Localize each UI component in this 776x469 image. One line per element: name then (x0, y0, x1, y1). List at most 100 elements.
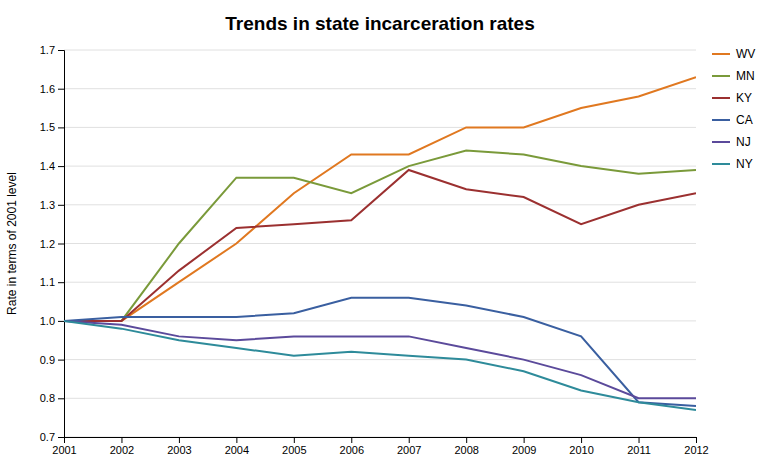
tick-label: 2011 (627, 444, 651, 456)
legend-item: MN (712, 69, 755, 83)
tick: 2003 (167, 437, 191, 456)
tick-label: 1.2 (40, 238, 55, 250)
axis-line (58, 51, 65, 438)
tick-mark (696, 437, 697, 443)
chart: 2001 2002 2003 2004 2005 2006 2007 2008 2009 2010… (0, 0, 776, 469)
tick-label: 2001 (52, 444, 76, 456)
tick-label: 1.7 (40, 44, 55, 56)
x-axis: 2001 2002 2003 2004 2005 2006 2007 2008 2009 2010… (52, 437, 708, 456)
tick: 2002 (110, 437, 134, 456)
tick-label: 1.3 (40, 199, 55, 211)
tick-mark (58, 166, 64, 167)
tick-label: 2006 (340, 444, 364, 456)
legend-item: NJ (712, 135, 751, 149)
tick-mark (58, 282, 64, 283)
grid-line (64, 166, 696, 167)
tick: 2001 (52, 437, 76, 456)
tick-mark (236, 437, 237, 443)
tick-mark (58, 205, 64, 206)
tick-label: 0.9 (40, 354, 55, 366)
series-line (64, 77, 696, 321)
plot: 2001 2002 2003 2004 2005 2006 2007 2008 2009 2010… (40, 44, 709, 456)
legend-label: KY (736, 91, 752, 105)
tick-mark (58, 321, 64, 322)
axis-line (65, 438, 697, 444)
legend-item: NY (712, 157, 753, 171)
tick-mark (524, 437, 525, 443)
tick: 0.9 (40, 354, 64, 366)
tick-mark (58, 437, 64, 438)
series-line (64, 151, 696, 321)
tick-mark (409, 437, 410, 443)
tick-mark (581, 437, 582, 443)
legend-swatch (712, 163, 730, 165)
tick: 2011 (627, 437, 651, 456)
tick-label: 2010 (569, 444, 593, 456)
tick-label: 1.4 (40, 160, 55, 172)
tick: 2008 (454, 437, 478, 456)
y-axis: 0.7 0.8 0.9 1.0 1.1 1.2 1.3 1.4 1.5 1.6 1.7 (40, 44, 65, 443)
tick-mark (58, 398, 64, 399)
series-line (64, 321, 696, 410)
tick: 1.5 (40, 121, 64, 133)
legend-item: WV (712, 47, 755, 61)
tick-mark (294, 437, 295, 443)
series-line (64, 298, 696, 406)
tick-mark (58, 244, 64, 245)
tick-label: 1.0 (40, 315, 55, 327)
tick-label: 0.8 (40, 392, 55, 404)
grid (64, 50, 696, 437)
lines (64, 77, 696, 410)
tick-mark (639, 437, 640, 443)
tick-label: 2004 (225, 444, 249, 456)
tick-label: 2005 (282, 444, 306, 456)
legend-item: CA (712, 113, 753, 127)
tick-mark (179, 437, 180, 443)
grid-line (64, 282, 696, 283)
tick: 1.7 (40, 44, 64, 56)
legend-label: MN (736, 69, 755, 83)
tick: 2007 (397, 437, 421, 456)
tick-label: 2009 (512, 444, 536, 456)
tick-mark (351, 437, 352, 443)
grid-line (64, 50, 696, 51)
grid-line (64, 320, 696, 321)
tick-mark (58, 89, 64, 90)
legend-swatch (712, 53, 730, 55)
tick: 0.8 (40, 392, 64, 404)
tick-label: 0.7 (40, 431, 55, 443)
tick-label: 1.6 (40, 83, 55, 95)
legend-item: KY (712, 91, 752, 105)
tick: 2010 (569, 437, 593, 456)
grid-line (64, 127, 696, 128)
tick: 1.6 (40, 83, 64, 95)
legend-label: NY (736, 157, 753, 171)
grid-line (64, 88, 696, 89)
tick: 1.1 (40, 276, 64, 288)
tick-label: 2008 (454, 444, 478, 456)
legend: WV MN KY CA NJ NY (712, 47, 755, 171)
grid-line (64, 243, 696, 244)
tick: 1.0 (40, 315, 64, 327)
tick: 1.2 (40, 238, 64, 250)
tick-mark (58, 360, 64, 361)
tick-label: 2002 (110, 444, 134, 456)
title: Trends in state incarceration rates (225, 13, 534, 34)
tick: 1.4 (40, 160, 64, 172)
legend-swatch (712, 97, 730, 99)
legend-label: WV (736, 47, 755, 61)
legend-swatch (712, 119, 730, 121)
tick: 2006 (340, 437, 364, 456)
tick-mark (466, 437, 467, 443)
legend-swatch (712, 141, 730, 143)
legend-label: NJ (736, 135, 751, 149)
y-axis-title: Rate in terms of 2001 level (5, 172, 19, 315)
tick-label: 1.5 (40, 121, 55, 133)
tick: 2009 (512, 437, 536, 456)
tick-label: 2007 (397, 444, 421, 456)
legend-swatch (712, 75, 730, 77)
series-line (64, 321, 696, 398)
legend-label: CA (736, 113, 753, 127)
tick: 2012 (684, 437, 708, 456)
grid-line (64, 204, 696, 205)
